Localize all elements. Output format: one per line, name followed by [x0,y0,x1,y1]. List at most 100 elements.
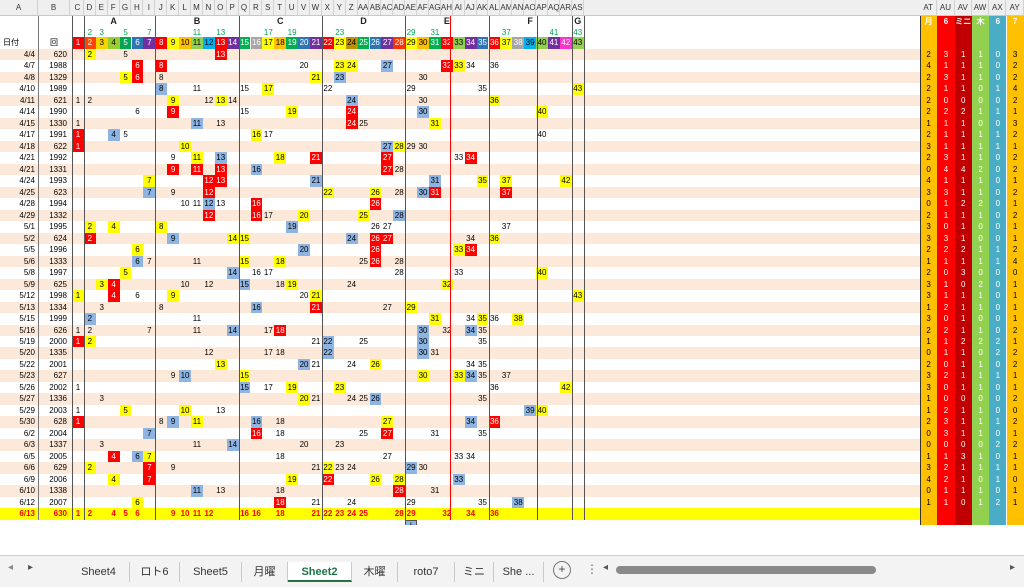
number-cell[interactable]: 38 [512,496,525,509]
number-cell[interactable]: 25 [359,118,368,128]
number-cell[interactable]: 34 [466,233,476,243]
current-row-cell[interactable]: 6 [135,509,140,519]
number-cell[interactable]: 26 [369,473,382,486]
number-header-5[interactable]: 5 [119,37,132,49]
number-cell[interactable]: 27 [381,232,394,245]
scroll-left-icon[interactable]: ◂ [8,562,14,573]
number-cell[interactable]: 19 [286,473,299,486]
number-header-3[interactable]: 3 [95,37,108,49]
number-cell[interactable]: 4 [107,221,120,233]
number-cell[interactable]: 31 [429,117,441,130]
number-cell[interactable]: 29 [406,497,416,507]
column-letter-AK[interactable]: AK [477,0,489,15]
sheet-tab[interactable]: 月曜 [242,562,288,582]
number-cell[interactable]: 26 [369,198,382,210]
number-header-17[interactable]: 17 [262,37,275,49]
number-cell[interactable]: 32 [440,278,453,291]
number-cell[interactable]: 35 [478,371,487,381]
number-cell[interactable]: 6 [131,255,144,268]
column-letter-AO[interactable]: AO [524,0,537,15]
column-letter-P[interactable]: P [227,0,239,15]
number-cell[interactable]: 4 [107,473,120,486]
number-cell[interactable]: 28 [394,268,404,278]
sheet-tab[interactable]: roto7 [398,562,455,582]
column-letter-F[interactable]: F [108,0,120,15]
number-cell[interactable]: 23 [335,440,345,450]
current-row-cell[interactable]: 28 [394,509,404,519]
number-cell[interactable]: 34 [464,370,477,382]
column-letter-U[interactable]: U [286,0,299,15]
number-cell[interactable]: 20 [299,61,309,71]
number-header-22[interactable]: 22 [321,37,334,49]
current-row-cell[interactable]: 34 [466,509,476,519]
column-letter-G[interactable]: G [120,0,132,15]
number-cell[interactable]: 8 [159,72,164,82]
number-header-15[interactable]: 15 [238,37,251,49]
hscroll-right-icon[interactable]: ▸ [1010,562,1016,573]
number-cell[interactable]: 6 [135,291,140,301]
number-cell[interactable]: 21 [310,290,322,302]
column-letter-AN[interactable]: AN [512,0,525,15]
number-cell[interactable]: 15 [238,278,251,291]
number-cell[interactable]: 28 [393,485,406,497]
number-cell[interactable]: 37 [501,371,511,381]
number-cell[interactable]: 31 [429,186,441,199]
column-letter-AT[interactable]: AT [920,0,938,15]
column-letter-AC[interactable]: AC [381,0,394,15]
column-letter-A[interactable]: A [0,0,38,15]
number-cell[interactable]: 30 [418,463,428,473]
number-cell[interactable]: 42 [559,175,572,187]
number-cell[interactable]: 33 [454,268,464,278]
number-cell[interactable]: 2 [83,232,96,245]
number-cell[interactable]: 34 [466,314,476,324]
number-cell[interactable]: 22 [323,84,333,94]
number-cell[interactable]: 16 [250,209,263,222]
number-cell[interactable]: 31 [430,428,440,438]
number-cell[interactable]: 37 [500,175,513,187]
number-cell[interactable]: 10 [179,404,191,417]
number-cell[interactable]: 40 [537,130,547,140]
number-cell[interactable]: 30 [417,324,429,336]
number-cell[interactable]: 5 [119,71,132,84]
number-header-21[interactable]: 21 [310,37,322,49]
number-cell[interactable]: 14 [226,324,239,336]
number-header-8[interactable]: 8 [155,37,168,49]
number-cell[interactable]: 27 [381,60,394,72]
number-cell[interactable]: 37 [500,186,513,199]
number-cell[interactable]: 43 [571,83,584,95]
number-cell[interactable]: 28 [394,256,404,266]
number-cell[interactable]: 26 [369,358,382,371]
number-header-25[interactable]: 25 [357,37,370,49]
scroll-right-icon[interactable]: ▸ [28,562,34,573]
number-cell[interactable]: 18 [275,279,285,289]
number-cell[interactable]: 1 [72,416,84,428]
number-cell[interactable]: 9 [167,163,180,176]
column-letter-AY[interactable]: AY [1007,0,1024,15]
number-cell[interactable]: 21 [311,394,321,404]
number-cell[interactable]: 1 [72,129,84,141]
number-cell[interactable]: 13 [214,175,227,187]
number-cell[interactable]: 24 [347,497,357,507]
number-cell[interactable]: 13 [216,199,226,209]
number-cell[interactable]: 20 [298,209,310,222]
number-cell[interactable]: 31 [429,175,441,187]
number-cell[interactable]: 33 [452,370,465,382]
number-cell[interactable]: 31 [429,313,441,325]
number-cell[interactable]: 22 [321,336,334,348]
number-cell[interactable]: 27 [381,416,394,428]
number-cell[interactable]: 1 [72,336,84,348]
sheet-tab[interactable]: Sheet5 [180,562,242,582]
number-cell[interactable]: 14 [226,267,239,279]
number-cell[interactable]: 27 [382,451,392,461]
number-cell[interactable]: 13 [216,118,226,128]
number-cell[interactable]: 35 [478,325,487,335]
number-cell[interactable]: 12 [202,186,215,199]
number-header-14[interactable]: 14 [226,37,239,49]
number-cell[interactable]: 35 [478,359,487,369]
number-header-19[interactable]: 19 [286,37,299,49]
number-cell[interactable]: 35 [478,394,487,404]
current-row-cell[interactable]: 22 [323,509,333,519]
number-cell[interactable]: 18 [275,451,285,461]
number-cell[interactable]: 5 [119,404,132,417]
number-cell[interactable]: 12 [202,209,215,222]
